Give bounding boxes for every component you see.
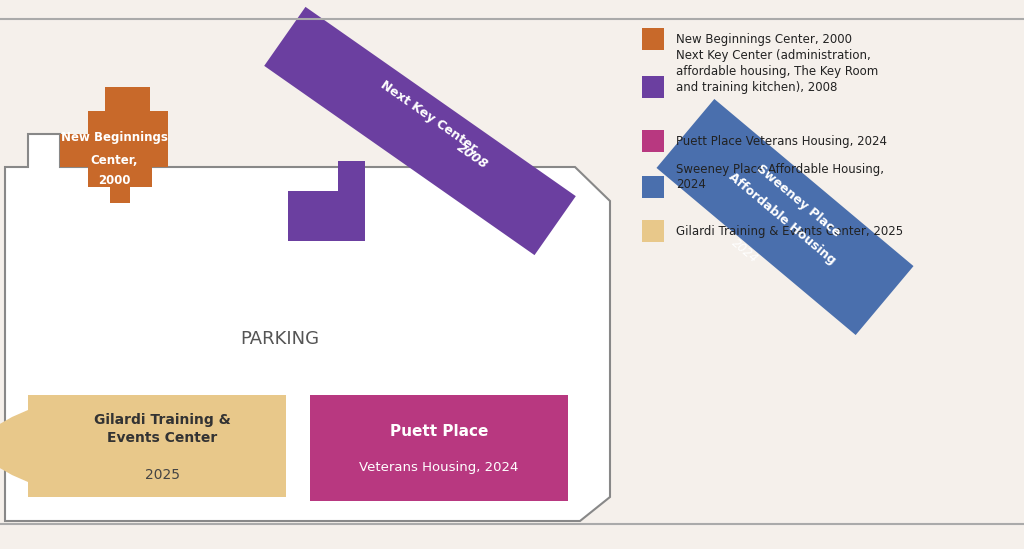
Polygon shape xyxy=(656,99,913,335)
Text: Veterans Housing, 2024: Veterans Housing, 2024 xyxy=(359,462,519,474)
Text: 2025: 2025 xyxy=(144,468,179,482)
Text: Puett Place Veterans Housing, 2024: Puett Place Veterans Housing, 2024 xyxy=(676,135,887,148)
Polygon shape xyxy=(0,410,28,482)
Text: New Beginnings Center, 2000: New Beginnings Center, 2000 xyxy=(676,32,852,46)
FancyBboxPatch shape xyxy=(642,130,664,152)
Text: PARKING: PARKING xyxy=(241,330,319,348)
FancyBboxPatch shape xyxy=(642,28,664,50)
Text: Center,: Center, xyxy=(90,154,138,167)
Text: Next Key Center,: Next Key Center, xyxy=(378,78,482,156)
FancyBboxPatch shape xyxy=(310,395,568,501)
Text: Puett Place: Puett Place xyxy=(390,423,488,439)
Text: 2008: 2008 xyxy=(454,141,490,171)
Polygon shape xyxy=(264,7,575,255)
FancyBboxPatch shape xyxy=(642,176,664,198)
FancyBboxPatch shape xyxy=(642,220,664,242)
Text: 2000: 2000 xyxy=(97,175,130,188)
Polygon shape xyxy=(288,161,365,241)
Text: Gilardi Training &
Events Center: Gilardi Training & Events Center xyxy=(93,413,230,445)
Text: Affordable Housing: Affordable Housing xyxy=(726,171,838,267)
FancyBboxPatch shape xyxy=(28,395,286,497)
Text: New Beginnings: New Beginnings xyxy=(60,131,168,143)
FancyBboxPatch shape xyxy=(642,76,664,98)
Text: 2024: 2024 xyxy=(729,237,761,266)
Polygon shape xyxy=(60,87,168,203)
Text: Next Key Center (administration,
affordable housing, The Key Room
and training k: Next Key Center (administration, afforda… xyxy=(676,48,879,93)
Text: Sweeney Place Affordable Housing,
2024: Sweeney Place Affordable Housing, 2024 xyxy=(676,163,884,192)
Polygon shape xyxy=(5,134,610,521)
Text: Sweeney Place: Sweeney Place xyxy=(754,163,843,240)
Text: Gilardi Training & Events Center, 2025: Gilardi Training & Events Center, 2025 xyxy=(676,225,903,238)
